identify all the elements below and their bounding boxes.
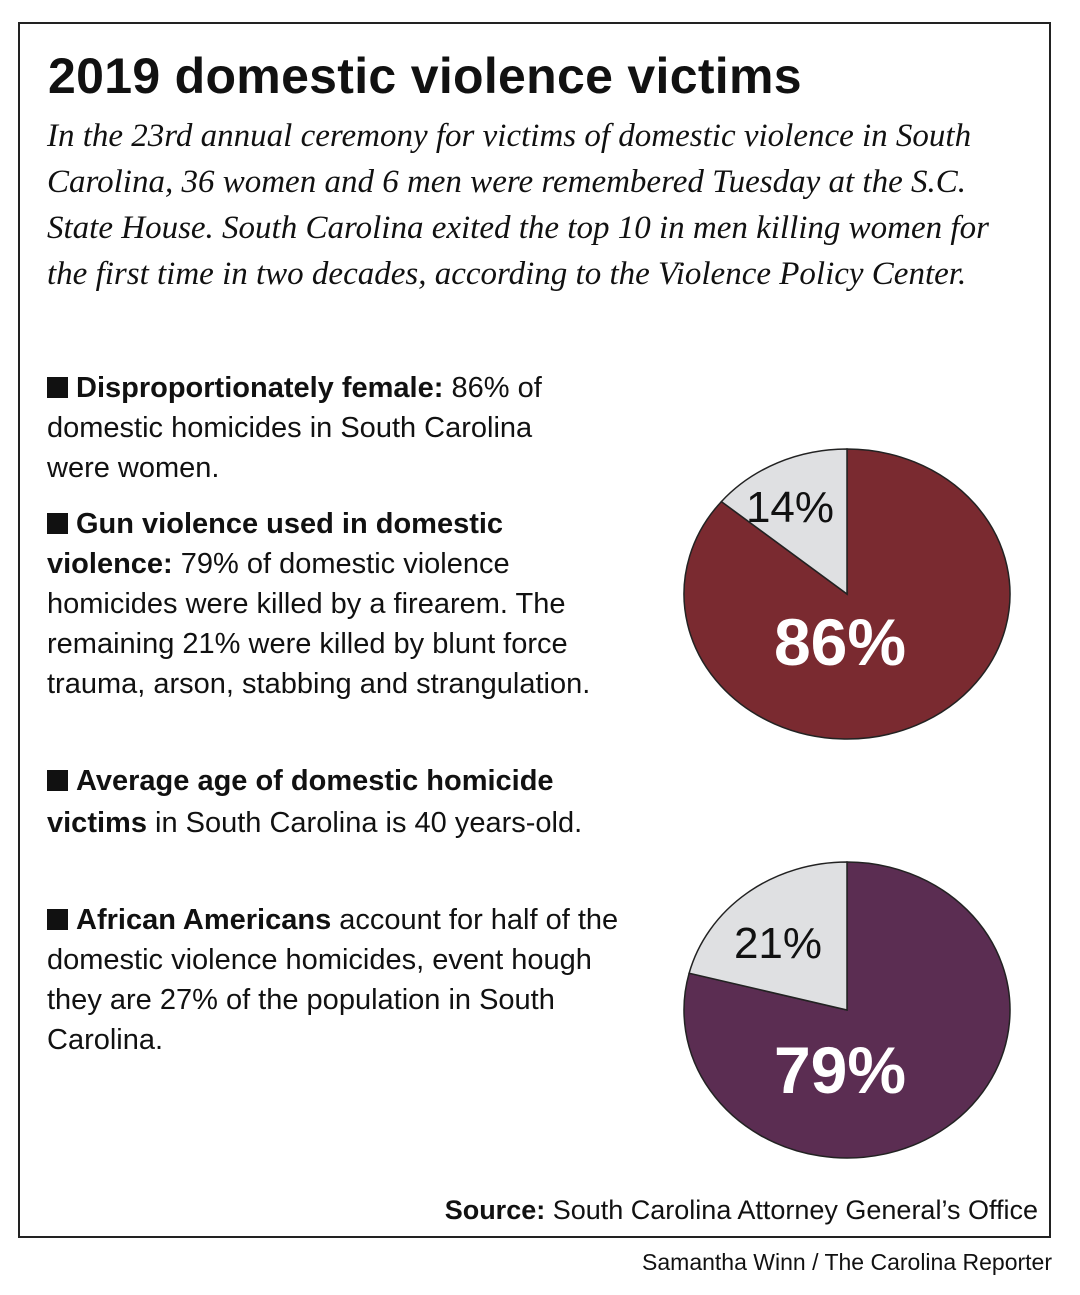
pie-slice-minor — [688, 861, 848, 1011]
bullet-heading: Average age of domestic homicide victims — [47, 765, 554, 839]
bullet-heading: African Americans — [76, 904, 332, 936]
bullet-text: 79% of domestic violence homicides were … — [47, 548, 591, 700]
square-bullet-icon — [47, 909, 68, 930]
pie-slice-minor — [720, 448, 848, 596]
infographic-frame — [18, 22, 1051, 1238]
bullet-average-age: Average age of domestic homicide victims… — [47, 760, 632, 844]
intro-paragraph: In the 23rd annual ceremony for victims … — [47, 118, 989, 292]
square-bullet-icon — [47, 513, 68, 534]
bullet-african-americans: African Americans account for half of th… — [47, 900, 632, 1060]
bullet-text: 86% of domestic homicides in South Carol… — [47, 372, 542, 484]
source-label: Source: — [444, 1195, 546, 1225]
bullet-text: in South Carolina is 40 years-old. — [146, 807, 583, 839]
bullet-heading: Disproportionately female: — [76, 372, 444, 404]
pie-slice-major — [683, 861, 1011, 1159]
bullet-text: account for half of the domestic violenc… — [47, 904, 619, 1056]
square-bullet-icon — [47, 770, 68, 791]
pie-label-minor: 21% — [734, 919, 822, 968]
title: 2019 domestic violence victims — [48, 48, 802, 104]
pie-label-major: 86% — [774, 605, 906, 679]
pie-label-minor: 14% — [746, 483, 834, 532]
credit-line: Samantha Winn / The Carolina Reporter — [642, 1249, 1052, 1275]
source-text: South Carolina Attorney General’s Office — [545, 1195, 1038, 1225]
bullet-heading: Gun violence used in domestic violence: — [47, 508, 504, 580]
source-line: Source: South Carolina Attorney General’… — [445, 1195, 1038, 1226]
pie-label-major: 79% — [774, 1033, 906, 1107]
bullet-female: Disproportionately female: 86% of domest… — [47, 368, 592, 488]
bullet-gun-violence: Gun violence used in domestic violence: … — [47, 504, 592, 704]
square-bullet-icon — [47, 377, 68, 398]
